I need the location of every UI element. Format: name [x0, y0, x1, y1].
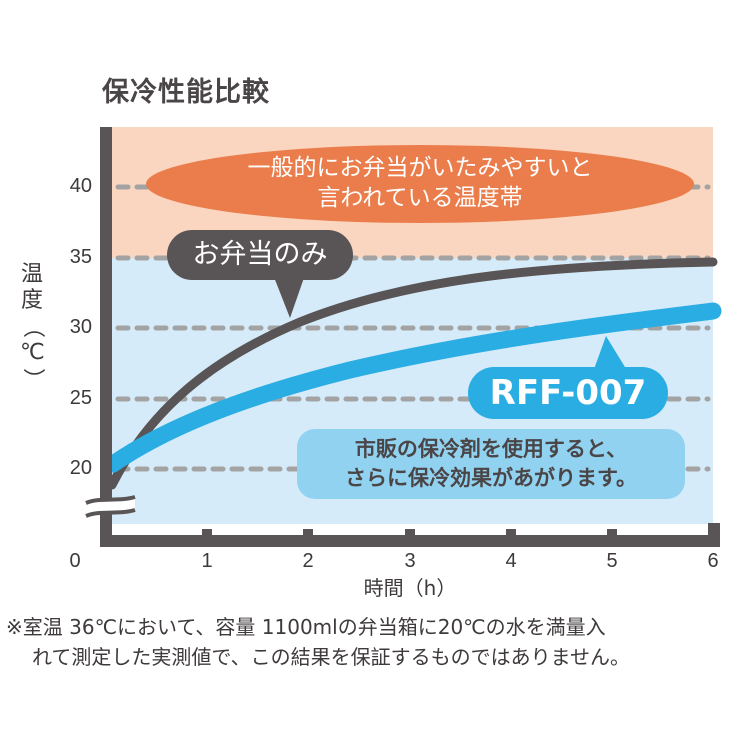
footnote-line-2: れて測定した実測値で、この結果を保証するものではありません。 [32, 645, 630, 669]
danger-zone-text-1: 一般的にお弁当がいたみやすいと [247, 155, 593, 181]
chart-title: 保冷性能比較 [102, 77, 270, 108]
tip-text-1: 市販の保冷剤を使用すると、 [354, 437, 628, 461]
danger-zone-callout: 一般的にお弁当がいたみやすいと 言われている温度帯 [146, 145, 694, 223]
tip-text-2: さらに保冷効果があがります。 [345, 466, 637, 490]
x-tick-3: 3 [404, 550, 416, 572]
bento-only-line [107, 257, 718, 490]
y-label-char: （ [20, 315, 45, 338]
y-label-char: ） [20, 367, 45, 390]
y-tick-30: 30 [69, 316, 92, 338]
x-tick-0: 0 [69, 550, 81, 572]
bento-bubble-tail [272, 272, 306, 318]
y-label-char: ℃ [20, 340, 45, 365]
y-label-char: 度 [20, 288, 43, 313]
rff-007-line [104, 302, 722, 473]
x-tick-2: 2 [302, 550, 314, 572]
y-axis [100, 127, 112, 547]
x-tick-1: 1 [201, 550, 213, 572]
x-tick-5: 5 [606, 550, 618, 572]
rff-bubble-tail [593, 336, 628, 372]
footnote-line-1: ※室温 36℃において、容量 1100mlの弁当箱に20℃の水を満量入 [6, 615, 606, 639]
x-axis-end-cap [708, 523, 720, 547]
y-label-char: 温 [20, 262, 43, 287]
y-tick-20: 20 [69, 457, 92, 479]
bento-only-callout: お弁当のみ [167, 230, 353, 280]
y-tick-35: 35 [69, 246, 92, 268]
y-tick-40: 40 [69, 175, 92, 197]
y-axis-label: 温 度 （ ℃ ） [20, 262, 45, 392]
x-tick-6: 6 [707, 550, 719, 572]
x-tick-4: 4 [505, 550, 517, 572]
x-axis-label: 時間（h） [363, 576, 457, 600]
ice-pack-tip-callout: 市販の保冷剤を使用すると、 さらに保冷効果があがります。 [297, 429, 685, 499]
rff-007-callout: RFF-007 [468, 367, 668, 419]
y-tick-25: 25 [69, 387, 92, 409]
axis-break-icon [85, 495, 136, 518]
danger-zone-text-2: 言われている温度帯 [317, 185, 523, 211]
x-axis-ticks [202, 529, 617, 537]
footnote: ※室温 36℃において、容量 1100mlの弁当箱に20℃の水を満量入 れて測定… [6, 612, 740, 672]
x-axis [100, 535, 720, 547]
